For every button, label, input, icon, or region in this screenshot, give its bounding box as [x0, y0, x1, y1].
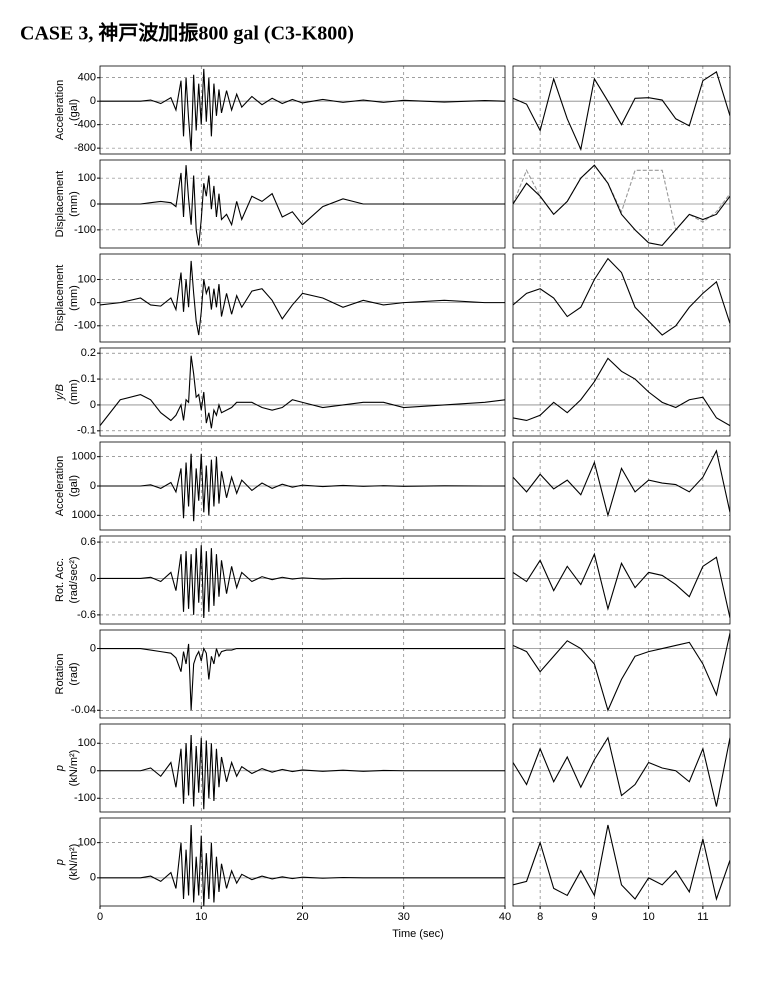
y-tick-label: 0.6 [81, 536, 96, 548]
x-tick-label: 0 [97, 911, 103, 923]
y-tick-label: 1000 [72, 451, 96, 463]
y-tick-label: -100 [74, 792, 96, 804]
y-axis-label: (mm) [68, 379, 80, 405]
y-tick-label: 100 [78, 172, 96, 184]
series-line [100, 260, 505, 336]
y-tick-label: -0.1 [77, 425, 96, 437]
y-axis-label: p [54, 859, 66, 866]
x-tick-label: 8 [537, 911, 543, 923]
y-tick-label: 0 [90, 480, 96, 492]
y-axis-label: Acceleration [54, 456, 66, 517]
panel-frame [99, 629, 506, 719]
x-tick-label: 20 [296, 911, 308, 923]
y-tick-label: -800 [74, 142, 96, 154]
y-tick-label: 0 [90, 399, 96, 411]
y-axis-label: (kN/m²) [68, 750, 80, 787]
series-line [100, 355, 505, 429]
series-line [513, 164, 730, 247]
y-axis-label: Displacement [54, 171, 66, 238]
series-line [100, 68, 505, 152]
y-tick-label: 0 [90, 95, 96, 107]
panel-frame [512, 253, 731, 343]
series-line [513, 552, 730, 619]
series-line [100, 825, 505, 906]
panel-frame [512, 347, 731, 437]
y-tick-label: 0 [90, 572, 96, 584]
y-axis-label: p [54, 765, 66, 772]
y-tick-label: 0 [90, 198, 96, 210]
y-axis-label: Rot. Acc. [54, 558, 66, 602]
y-axis-label: Acceleration [54, 80, 66, 141]
y-tick-label: -0.04 [71, 704, 96, 716]
y-tick-label: 1000 [72, 509, 96, 521]
y-axis-label: (kN/m²) [68, 844, 80, 881]
series-line [513, 71, 730, 152]
y-tick-label: 400 [78, 72, 96, 84]
y-axis-label: (rad) [68, 662, 80, 685]
x-tick-label: 11 [697, 911, 708, 923]
y-tick-label: -0.6 [77, 609, 96, 621]
y-axis-label: (gal) [68, 475, 80, 497]
series-line [100, 643, 505, 711]
series-line [100, 453, 505, 522]
x-tick-label: 9 [591, 911, 597, 923]
x-tick-label: 30 [398, 911, 410, 923]
y-axis-label: Displacement [54, 265, 66, 332]
panel-frame [99, 159, 506, 249]
series-line [100, 734, 505, 810]
panel-frame [512, 535, 731, 625]
series-line [513, 824, 730, 901]
y-tick-label: 0 [90, 872, 96, 884]
y-axis-label: (mm) [68, 191, 80, 217]
panel-frame [99, 65, 506, 155]
y-axis-label: Rotation [54, 654, 66, 695]
y-tick-label: 100 [78, 837, 96, 849]
panel-frame [512, 723, 731, 813]
y-tick-label: -100 [74, 320, 96, 332]
y-tick-label: 100 [78, 737, 96, 749]
series-line [513, 449, 730, 518]
series-line [513, 164, 730, 232]
y-axis-label: y/B [54, 384, 66, 401]
x-tick-label: 10 [195, 911, 207, 923]
panel-frame [99, 347, 506, 437]
figure-title: CASE 3, 神戸波加振800 gal (C3-K800) [20, 21, 354, 45]
y-axis-label: (rad/sec²) [68, 556, 80, 603]
y-axis-label: (gal) [68, 99, 80, 121]
series-line [513, 632, 730, 712]
series-line [513, 736, 730, 807]
panel-frame [512, 629, 731, 719]
series-line [513, 257, 730, 336]
y-tick-label: 0 [90, 642, 96, 654]
y-tick-label: 0 [90, 765, 96, 777]
panel-frame [99, 441, 506, 531]
y-tick-label: 0 [90, 297, 96, 309]
y-tick-label: 100 [78, 273, 96, 285]
panel-frame [99, 723, 506, 813]
series-line [100, 545, 505, 618]
panel-frame [99, 535, 506, 625]
y-tick-label: -400 [74, 119, 96, 131]
x-tick-label: 40 [499, 911, 511, 923]
y-axis-label: (mm) [68, 285, 80, 311]
y-tick-label: 0.2 [81, 347, 96, 359]
y-tick-label: 0.1 [81, 373, 96, 385]
panel-frame [99, 253, 506, 343]
panel-frame [512, 65, 731, 155]
series-line [100, 165, 505, 246]
x-axis-label: Time (sec) [392, 928, 444, 940]
y-tick-label: -100 [74, 224, 96, 236]
x-tick-label: 10 [643, 911, 655, 923]
panel-frame [512, 441, 731, 531]
series-line [513, 357, 730, 427]
panel-frame [99, 817, 506, 907]
panel-frame [512, 817, 731, 907]
panel-frame [512, 159, 731, 249]
